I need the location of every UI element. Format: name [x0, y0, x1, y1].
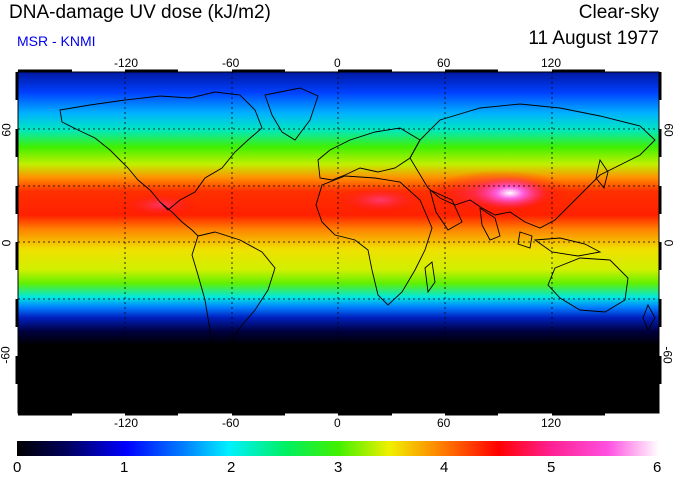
colorbar	[17, 441, 659, 456]
source-label: MSR - KNMI	[17, 33, 96, 49]
lat-tick-right: -60	[660, 346, 675, 364]
map-frame	[15, 69, 662, 416]
lon-tick-top: 0	[334, 56, 341, 70]
colorbar-label: 3	[334, 459, 343, 476]
lon-tick-top: -120	[114, 56, 139, 70]
lat-tick-right: 60	[661, 123, 676, 137]
lat-tick-left: 0	[0, 239, 14, 247]
colorbar-label: 0	[13, 459, 22, 476]
lat-tick-left: 60	[0, 123, 14, 137]
colorbar-label: 1	[120, 459, 129, 476]
lon-tick-top: -60	[222, 56, 240, 70]
lat-tick-left: -60	[0, 346, 13, 364]
lon-tick-bottom: 60	[437, 416, 451, 430]
lon-tick-bottom: 120	[541, 416, 562, 430]
colorbar-label: 4	[440, 459, 449, 476]
colorbar-label: 5	[547, 459, 556, 476]
colorbar-label: 6	[653, 459, 662, 476]
lon-tick-bottom: -60	[222, 416, 240, 430]
graticule	[18, 72, 659, 413]
sky-condition-label: Clear-sky	[578, 2, 659, 23]
uv-dose-field	[18, 72, 659, 413]
colorbar-label: 2	[227, 459, 236, 476]
date-label: 11 August 1977	[528, 28, 659, 49]
lon-tick-bottom: -120	[114, 416, 139, 430]
coastlines	[59, 87, 656, 370]
lat-tick-right: 0	[661, 239, 676, 247]
lon-tick-top: 60	[437, 56, 451, 70]
lon-tick-top: 120	[541, 56, 562, 70]
lon-tick-bottom: 0	[334, 416, 341, 430]
map-title: DNA-damage UV dose (kJ/m2)	[9, 2, 271, 23]
